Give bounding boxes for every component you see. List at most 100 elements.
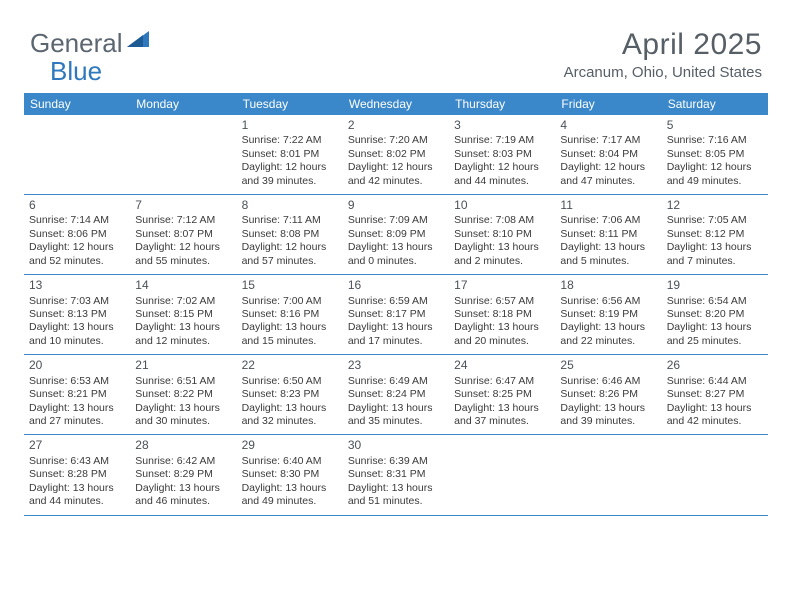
calendar-cell-empty xyxy=(449,435,555,514)
logo-word-1: General xyxy=(30,28,123,59)
sunrise-text: Sunrise: 6:39 AM xyxy=(348,455,444,468)
sunrise-text: Sunrise: 7:19 AM xyxy=(454,134,550,147)
sunset-text: Sunset: 8:21 PM xyxy=(29,388,125,401)
calendar-cell: 26Sunrise: 6:44 AMSunset: 8:27 PMDayligh… xyxy=(662,355,768,434)
sunset-text: Sunset: 8:16 PM xyxy=(242,308,338,321)
daylight-text: Daylight: 13 hours and 27 minutes. xyxy=(29,402,125,429)
calendar-cell: 29Sunrise: 6:40 AMSunset: 8:30 PMDayligh… xyxy=(237,435,343,514)
daylight-text: Daylight: 13 hours and 15 minutes. xyxy=(242,321,338,348)
calendar-cell: 20Sunrise: 6:53 AMSunset: 8:21 PMDayligh… xyxy=(24,355,130,434)
sunset-text: Sunset: 8:24 PM xyxy=(348,388,444,401)
sunrise-text: Sunrise: 6:42 AM xyxy=(135,455,231,468)
day-number: 15 xyxy=(242,278,338,293)
calendar-cell: 24Sunrise: 6:47 AMSunset: 8:25 PMDayligh… xyxy=(449,355,555,434)
daylight-text: Daylight: 12 hours and 52 minutes. xyxy=(29,241,125,268)
calendar-week-row: 1Sunrise: 7:22 AMSunset: 8:01 PMDaylight… xyxy=(24,115,768,195)
daylight-text: Daylight: 13 hours and 0 minutes. xyxy=(348,241,444,268)
sunrise-text: Sunrise: 6:57 AM xyxy=(454,295,550,308)
daylight-text: Daylight: 13 hours and 32 minutes. xyxy=(242,402,338,429)
day-number: 16 xyxy=(348,278,444,293)
sunset-text: Sunset: 8:15 PM xyxy=(135,308,231,321)
daylight-text: Daylight: 13 hours and 46 minutes. xyxy=(135,482,231,509)
sunset-text: Sunset: 8:03 PM xyxy=(454,148,550,161)
calendar-cell: 13Sunrise: 7:03 AMSunset: 8:13 PMDayligh… xyxy=(24,275,130,354)
sunset-text: Sunset: 8:27 PM xyxy=(667,388,763,401)
sunrise-text: Sunrise: 7:06 AM xyxy=(560,214,656,227)
sunrise-text: Sunrise: 7:14 AM xyxy=(29,214,125,227)
calendar-cell: 25Sunrise: 6:46 AMSunset: 8:26 PMDayligh… xyxy=(555,355,661,434)
calendar-cell: 11Sunrise: 7:06 AMSunset: 8:11 PMDayligh… xyxy=(555,195,661,274)
logo-triangle-icon xyxy=(127,25,153,56)
calendar-cell: 15 Sunrise: 7:00 AMSunset: 8:16 PMDayligh… xyxy=(237,275,343,354)
daylight-text: Daylight: 13 hours and 12 minutes. xyxy=(135,321,231,348)
day-number: 17 xyxy=(454,278,550,293)
day-number: 23 xyxy=(348,358,444,373)
header: General April 2025 Arcanum, Ohio, United… xyxy=(0,0,792,87)
day-number: 28 xyxy=(135,438,231,453)
calendar-cell: 8Sunrise: 7:11 AMSunset: 8:08 PMDaylight… xyxy=(237,195,343,274)
sunrise-text: Sunrise: 6:54 AM xyxy=(667,295,763,308)
day-number: 1 xyxy=(242,118,338,133)
sunrise-text: Sunrise: 7:12 AM xyxy=(135,214,231,227)
sunset-text: Sunset: 8:06 PM xyxy=(29,228,125,241)
day-number: 22 xyxy=(242,358,338,373)
sunset-text: Sunset: 8:13 PM xyxy=(29,308,125,321)
calendar-cell: 22Sunrise: 6:50 AMSunset: 8:23 PMDayligh… xyxy=(237,355,343,434)
daylight-text: Daylight: 13 hours and 10 minutes. xyxy=(29,321,125,348)
calendar-cell: 14Sunrise: 7:02 AMSunset: 8:15 PMDayligh… xyxy=(130,275,236,354)
sunrise-text: Sunrise: 7:00 AM xyxy=(242,295,338,308)
calendar-cell: 4Sunrise: 7:17 AMSunset: 8:04 PMDaylight… xyxy=(555,115,661,194)
day-number: 2 xyxy=(348,118,444,133)
sunrise-text: Sunrise: 6:43 AM xyxy=(29,455,125,468)
sunrise-text: Sunrise: 7:17 AM xyxy=(560,134,656,147)
title-location: Arcanum, Ohio, United States xyxy=(564,64,762,81)
sunrise-text: Sunrise: 6:51 AM xyxy=(135,375,231,388)
sunrise-text: Sunrise: 6:56 AM xyxy=(560,295,656,308)
daylight-text: Daylight: 12 hours and 47 minutes. xyxy=(560,161,656,188)
day-number: 25 xyxy=(560,358,656,373)
sunset-text: Sunset: 8:18 PM xyxy=(454,308,550,321)
day-number: 29 xyxy=(242,438,338,453)
daylight-text: Daylight: 13 hours and 42 minutes. xyxy=(667,402,763,429)
sunset-text: Sunset: 8:17 PM xyxy=(348,308,444,321)
daylight-text: Daylight: 12 hours and 39 minutes. xyxy=(242,161,338,188)
sunrise-text: Sunrise: 7:16 AM xyxy=(667,134,763,147)
day-number: 7 xyxy=(135,198,231,213)
daylight-text: Daylight: 12 hours and 55 minutes. xyxy=(135,241,231,268)
sunset-text: Sunset: 8:26 PM xyxy=(560,388,656,401)
calendar-header-row: SundayMondayTuesdayWednesdayThursdayFrid… xyxy=(24,93,768,115)
sunrise-text: Sunrise: 6:46 AM xyxy=(560,375,656,388)
calendar-cell: 19Sunrise: 6:54 AMSunset: 8:20 PMDayligh… xyxy=(662,275,768,354)
daylight-text: Daylight: 13 hours and 7 minutes. xyxy=(667,241,763,268)
calendar-body: 1Sunrise: 7:22 AMSunset: 8:01 PMDaylight… xyxy=(24,115,768,516)
day-number: 12 xyxy=(667,198,763,213)
calendar-cell-empty xyxy=(555,435,661,514)
calendar-cell: 18 Sunrise: 6:56 AMSunset: 8:19 PMDayligh… xyxy=(555,275,661,354)
day-number: 18 xyxy=(560,278,656,293)
calendar-week-row: 27Sunrise: 6:43 AMSunset: 8:28 PMDayligh… xyxy=(24,435,768,515)
day-number: 5 xyxy=(667,118,763,133)
sunset-text: Sunset: 8:12 PM xyxy=(667,228,763,241)
calendar-cell: 9Sunrise: 7:09 AMSunset: 8:09 PMDaylight… xyxy=(343,195,449,274)
sunrise-text: Sunrise: 7:22 AM xyxy=(242,134,338,147)
daylight-text: Daylight: 13 hours and 25 minutes. xyxy=(667,321,763,348)
calendar-cell: 23Sunrise: 6:49 AMSunset: 8:24 PMDayligh… xyxy=(343,355,449,434)
weekday-header: Wednesday xyxy=(343,93,449,115)
sunrise-text: Sunrise: 7:02 AM xyxy=(135,295,231,308)
calendar-cell: 5Sunrise: 7:16 AMSunset: 8:05 PMDaylight… xyxy=(662,115,768,194)
calendar-cell: 2Sunrise: 7:20 AMSunset: 8:02 PMDaylight… xyxy=(343,115,449,194)
day-number: 13 xyxy=(29,278,125,293)
calendar-cell-empty xyxy=(662,435,768,514)
sunset-text: Sunset: 8:11 PM xyxy=(560,228,656,241)
calendar-cell: 12Sunrise: 7:05 AMSunset: 8:12 PMDayligh… xyxy=(662,195,768,274)
day-number: 6 xyxy=(29,198,125,213)
calendar-week-row: 20Sunrise: 6:53 AMSunset: 8:21 PMDayligh… xyxy=(24,355,768,435)
daylight-text: Daylight: 13 hours and 22 minutes. xyxy=(560,321,656,348)
calendar-cell: 27Sunrise: 6:43 AMSunset: 8:28 PMDayligh… xyxy=(24,435,130,514)
sunrise-text: Sunrise: 6:44 AM xyxy=(667,375,763,388)
sunset-text: Sunset: 8:04 PM xyxy=(560,148,656,161)
sunset-text: Sunset: 8:19 PM xyxy=(560,308,656,321)
weekday-header: Saturday xyxy=(662,93,768,115)
sunset-text: Sunset: 8:25 PM xyxy=(454,388,550,401)
sunrise-text: Sunrise: 7:20 AM xyxy=(348,134,444,147)
